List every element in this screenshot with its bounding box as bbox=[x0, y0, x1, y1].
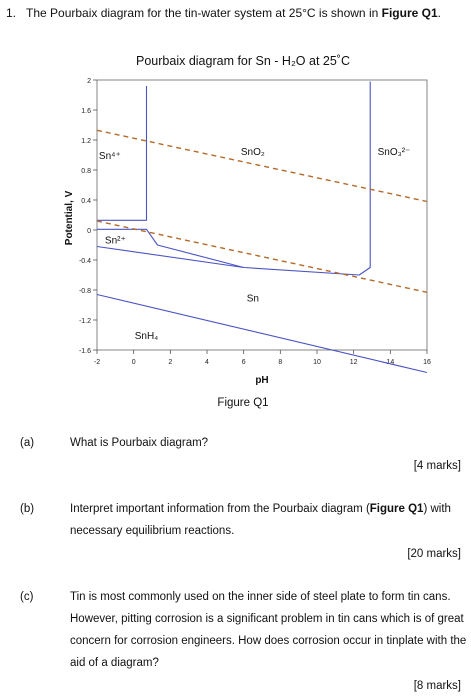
region-labels: Sn⁴⁺ SnO₂ SnO₃²⁻ Sn²⁺ Sn SnH₄ bbox=[99, 147, 410, 342]
y-tick-label: 0 bbox=[87, 228, 91, 235]
part-b-figure-reference: Figure Q1 bbox=[369, 503, 424, 515]
y-tick-label: -0.8 bbox=[79, 288, 91, 295]
region-label: Sn⁴⁺ bbox=[99, 151, 121, 162]
question-text: The Pourbaix diagram for the tin-water s… bbox=[26, 6, 382, 20]
region-label: SnO₃²⁻ bbox=[378, 147, 411, 158]
question-header: 1. The Pourbaix diagram for the tin-water… bbox=[6, 6, 441, 20]
x-tick-label: 12 bbox=[350, 359, 358, 366]
x-tick-label: 4 bbox=[205, 359, 209, 366]
y-tick-label: -0.4 bbox=[79, 258, 91, 265]
figure-q1: Pourbaix diagram for Sn - H₂O at 25˚C 2 1… bbox=[64, 54, 431, 409]
part-b-text: Interpret important information from the… bbox=[70, 498, 471, 542]
y-axis-ticks: 2 1.6 1.2 0.8 0.4 0 -0.4 -0.8 -1.2 -1.6 bbox=[79, 78, 97, 355]
part-a-label: (a) bbox=[20, 437, 35, 449]
x-tick-label: 0 bbox=[132, 359, 136, 366]
x-tick-label: -2 bbox=[94, 359, 100, 366]
part-a-text: What is Pourbaix diagram? bbox=[70, 437, 209, 449]
y-tick-label: 1.2 bbox=[81, 138, 91, 145]
y-tick-label: 0.8 bbox=[81, 168, 91, 175]
y-tick-label: 1.6 bbox=[81, 108, 91, 115]
x-axis-ticks: -2 0 2 4 6 8 10 12 14 16 bbox=[94, 350, 431, 366]
part-b-text-start: Interpret important information from the… bbox=[70, 503, 370, 515]
x-tick-label: 14 bbox=[386, 359, 394, 366]
x-tick-label: 16 bbox=[423, 359, 431, 366]
part-c-label: (c) bbox=[20, 591, 34, 603]
phase-boundary-line-2 bbox=[96, 245, 244, 269]
y-tick-label: 0.4 bbox=[81, 198, 91, 205]
plot-frame bbox=[96, 79, 428, 351]
x-axis-label: pH bbox=[255, 375, 268, 386]
part-a-marks: [4 marks] bbox=[413, 460, 461, 472]
question-text-end: . bbox=[437, 6, 441, 20]
y-tick-label: 2 bbox=[87, 78, 91, 85]
part-c-text: Tin is most commonly used on the inner s… bbox=[70, 591, 467, 669]
phase-boundary-line-1 bbox=[97, 81, 371, 276]
water-stability-line-5 bbox=[96, 220, 428, 293]
x-tick-label: 8 bbox=[278, 359, 282, 366]
x-tick-label: 10 bbox=[313, 359, 321, 366]
figure-caption: Figure Q1 bbox=[217, 397, 268, 409]
question-number: 1. bbox=[6, 6, 17, 20]
region-label: Sn bbox=[247, 293, 259, 304]
region-label: Sn²⁺ bbox=[105, 236, 126, 247]
part-c-marks: [8 marks] bbox=[413, 680, 461, 692]
chart-title: Pourbaix diagram for Sn - H₂O at 25˚C bbox=[136, 54, 350, 68]
water-stability-line-4 bbox=[96, 129, 428, 203]
region-label: SnH₄ bbox=[135, 331, 159, 342]
x-tick-label: 6 bbox=[242, 359, 246, 366]
phase-boundary-line-0 bbox=[97, 86, 148, 221]
phase-boundary-line-3 bbox=[96, 293, 428, 374]
chart-series bbox=[96, 81, 428, 374]
part-b-text-end: ) with necessary equilibrium reactions. bbox=[70, 503, 451, 537]
x-tick-label: 2 bbox=[168, 359, 172, 366]
part-b-marks: [20 marks] bbox=[407, 548, 461, 560]
y-tick-label: -1.6 bbox=[79, 348, 91, 355]
y-tick-label: -1.2 bbox=[79, 318, 91, 325]
part-b-label: (b) bbox=[20, 503, 35, 515]
figure-reference: Figure Q1 bbox=[381, 6, 438, 20]
pourbaix-chart: Pourbaix diagram for Sn - H₂O at 25˚C 2 1… bbox=[64, 54, 431, 409]
y-axis-label: Potential, V bbox=[64, 190, 75, 245]
region-label: SnO₂ bbox=[241, 147, 265, 158]
